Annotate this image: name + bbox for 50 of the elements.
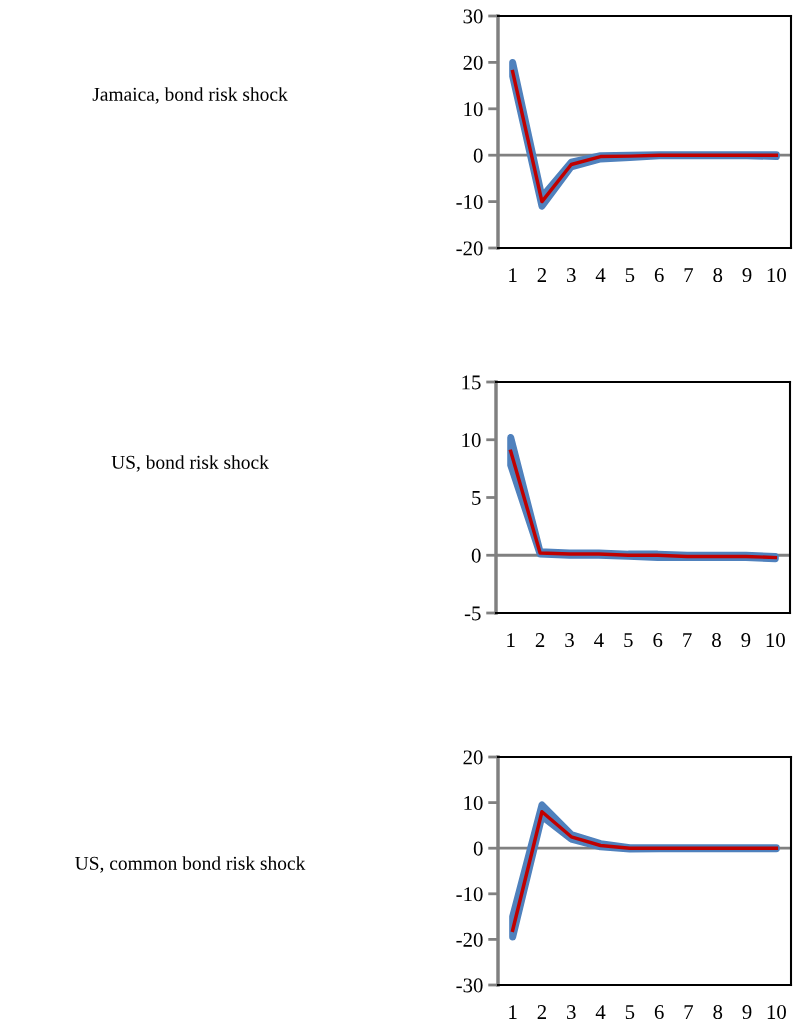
x-tick-label: 9 [742, 1005, 752, 1020]
y-tick-label: 20 [463, 55, 483, 70]
y-tick-label: -10 [456, 887, 483, 902]
x-tick-label: 7 [684, 268, 694, 282]
y-axis-title: Jamaica, bond risk shock [92, 87, 288, 104]
x-tick-label: 9 [742, 268, 752, 283]
y-tick-label: -30 [456, 978, 483, 993]
y-tick-label: 0 [473, 841, 483, 856]
x-tick-label: 6 [653, 633, 663, 648]
x-tick-label: 8 [713, 1005, 723, 1020]
y-tick-label: -20 [456, 241, 483, 256]
y-tick-label: 10 [462, 433, 481, 448]
x-tick-label: 1 [509, 268, 517, 282]
x-tick-label: 3 [567, 268, 576, 283]
x-tick-label: 1 [509, 1005, 517, 1019]
y-tick-label: -10 [456, 194, 483, 210]
x-tick-label: 1 [507, 633, 515, 647]
y-axis-title: US, common bond risk shock [75, 856, 306, 873]
y-tick-label: 10 [464, 102, 483, 117]
x-tick-label: 4 [595, 1005, 606, 1019]
x-tick-label: 5 [625, 1005, 635, 1020]
y-tick-label: 5 [472, 491, 481, 505]
y-tick-label: 20 [463, 750, 483, 765]
y-tick-label: 30 [463, 9, 483, 24]
y-tick-label: -20 [456, 932, 483, 947]
x-tick-label: 6 [654, 1005, 664, 1020]
x-tick-label: 4 [595, 268, 606, 282]
x-tick-label: 3 [567, 1005, 576, 1020]
x-tick-label: 7 [684, 1005, 694, 1019]
x-tick-label: 5 [624, 633, 633, 648]
x-tick-label: 10 [767, 268, 786, 283]
x-tick-label: 2 [537, 1005, 547, 1019]
x-tick-label: 6 [654, 268, 664, 283]
y-tick-label: 0 [473, 148, 483, 163]
y-tick-label: 0 [471, 548, 481, 563]
x-tick-label: 2 [537, 268, 547, 282]
x-tick-label: 4 [594, 633, 604, 647]
x-tick-label: 10 [767, 1005, 786, 1020]
y-tick-label: 10 [464, 795, 483, 811]
x-tick-label: 3 [565, 633, 574, 648]
x-tick-label: 2 [535, 633, 545, 647]
x-tick-label: 5 [625, 268, 635, 283]
x-tick-label: 10 [766, 633, 785, 648]
x-tick-label: 8 [713, 268, 723, 283]
x-tick-label: 9 [741, 633, 751, 648]
x-tick-label: 8 [712, 633, 721, 648]
y-tick-label: 15 [462, 375, 481, 390]
y-tick-label: -5 [464, 606, 481, 621]
x-tick-label: 7 [683, 633, 692, 647]
y-axis-title: US, bond risk shock [111, 455, 269, 472]
